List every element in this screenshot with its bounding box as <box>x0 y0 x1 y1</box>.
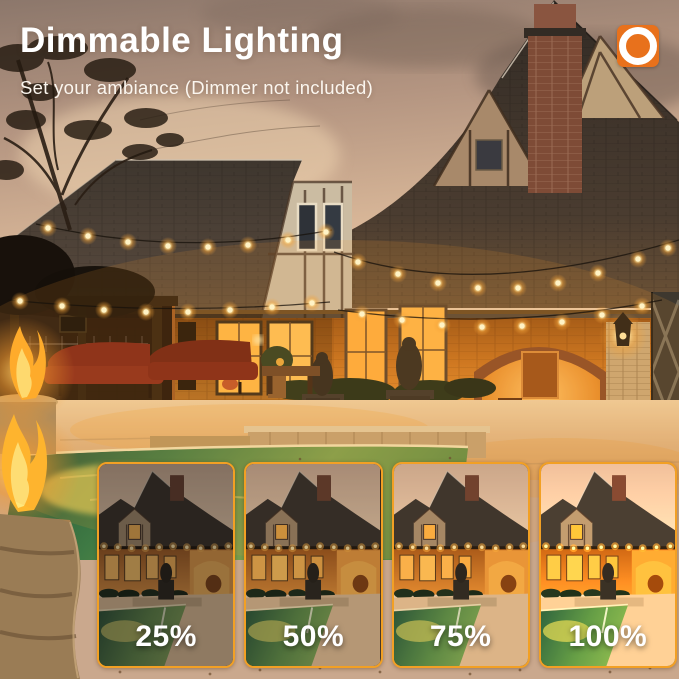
brand-logo-icon <box>617 25 659 67</box>
string-light-bulbs <box>11 219 677 336</box>
dimmer-level-label: 100% <box>568 620 648 653</box>
dimmer-level-label: 75% <box>429 620 492 653</box>
dimmer-level-label: 50% <box>282 620 345 653</box>
header: Dimmable Lighting Set your ambiance (Dim… <box>20 21 374 99</box>
dimmer-thumbnail-50: 50% <box>244 462 383 668</box>
ring-glyph-icon <box>619 27 657 65</box>
dimmer-level-label: 25% <box>135 620 197 653</box>
dimmer-thumbnail-75: 75% <box>391 462 530 668</box>
dimmer-comparison-row: 25% 50% 75% 100% <box>97 462 677 668</box>
page-subtitle: Set your ambiance (Dimmer not included) <box>20 76 374 98</box>
dimmer-thumbnail-25: 25% <box>97 462 236 668</box>
page-title: Dimmable Lighting <box>20 21 344 60</box>
dimmer-thumbnail-100: 100% <box>538 462 677 668</box>
